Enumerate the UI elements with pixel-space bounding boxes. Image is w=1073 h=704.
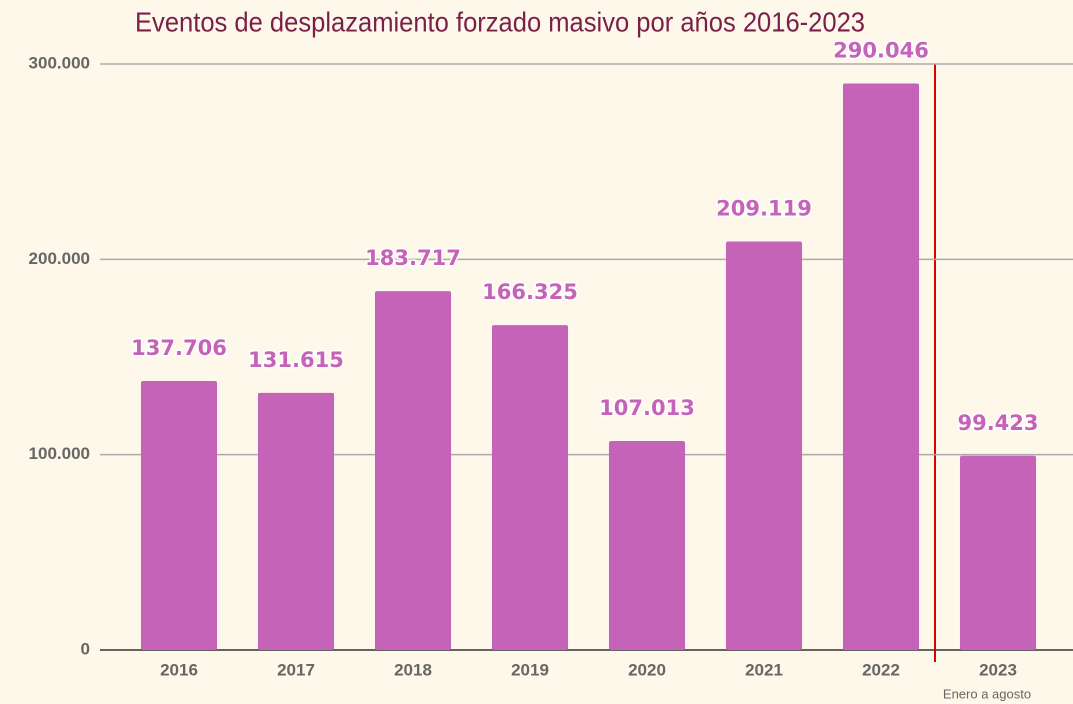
bar [959, 455, 1037, 650]
y-tick-label: 0 [81, 639, 90, 658]
value-label: 290.046 [833, 38, 929, 62]
x-tick-label: 2019 [511, 660, 549, 679]
value-label: 137.706 [131, 336, 227, 360]
x-tick-label: 2017 [277, 660, 315, 679]
x-tick-label: 2018 [394, 660, 432, 679]
bar [725, 241, 803, 651]
bar [140, 381, 218, 650]
bar [374, 291, 452, 650]
annotation: Enero a agosto [943, 686, 1031, 701]
value-label: 183.717 [365, 246, 461, 270]
value-label: 131.615 [248, 348, 344, 372]
value-label: 99.423 [957, 411, 1038, 435]
x-tick-label: 2016 [160, 660, 198, 679]
bar [842, 83, 920, 650]
value-label: 166.325 [482, 280, 578, 304]
y-tick-label: 100.000 [29, 444, 90, 463]
x-tick-label: 2022 [862, 660, 900, 679]
chart-title: Eventos de desplazamiento forzado masivo… [135, 6, 865, 37]
x-tick-label: 2020 [628, 660, 666, 679]
y-tick-label: 200.000 [29, 249, 90, 268]
x-tick-label: 2023 [979, 660, 1017, 679]
value-label: 107.013 [599, 396, 695, 420]
bar [257, 392, 335, 650]
bar [491, 325, 569, 650]
value-label: 209.119 [716, 197, 812, 221]
y-tick-label: 300.000 [29, 53, 90, 72]
bar [608, 440, 686, 650]
x-tick-label: 2021 [745, 660, 783, 679]
